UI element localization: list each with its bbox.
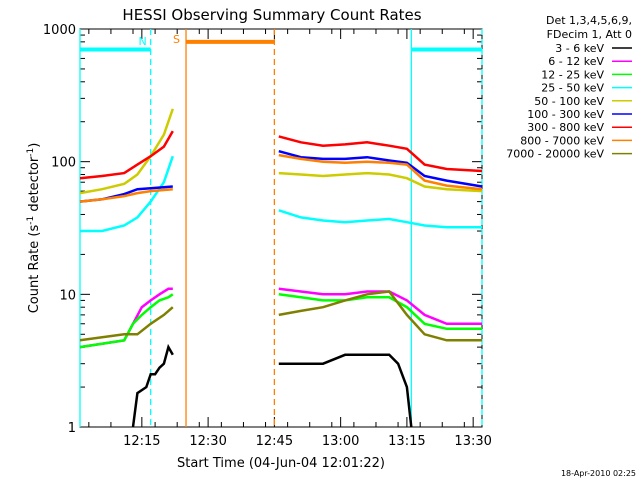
legend-label: 25 - 50 keV bbox=[541, 82, 604, 95]
legend-label: 6 - 12 keV bbox=[548, 55, 604, 68]
axis-labels: 1 10 100 1000 12:15 12:30 12:45 13:00 13:15 13:30 bbox=[43, 23, 492, 449]
legend-header: Det 1,3,4,5,6,9, bbox=[546, 14, 632, 27]
x-tick-label: 13:15 bbox=[388, 434, 425, 449]
series-line bbox=[278, 209, 482, 229]
y-tick-label: 10 bbox=[59, 288, 76, 303]
x-tick-label: 12:15 bbox=[123, 434, 160, 449]
y-tick-label: 1000 bbox=[43, 23, 76, 38]
series-line bbox=[278, 153, 483, 191]
series-line bbox=[278, 290, 482, 342]
series-line bbox=[278, 293, 482, 331]
y-tick-label: 1 bbox=[68, 421, 76, 436]
series-line bbox=[278, 171, 483, 193]
series-line bbox=[79, 293, 174, 349]
legend-label: 3 - 6 keV bbox=[555, 42, 604, 55]
series-line bbox=[278, 287, 482, 326]
series-line bbox=[80, 155, 174, 233]
legend-header: FDecim 1, Att 0 bbox=[547, 28, 632, 41]
y-tick-label: 100 bbox=[51, 156, 76, 171]
x-tick-label: 13:00 bbox=[322, 434, 359, 449]
flag-label: S bbox=[173, 33, 180, 46]
series-line bbox=[278, 353, 413, 428]
chart-title: HESSI Observing Summary Count Rates bbox=[122, 6, 421, 24]
x-tick-label: 13:30 bbox=[454, 434, 491, 449]
legend-label: 800 - 7000 keV bbox=[520, 134, 604, 147]
x-tick-label: 12:30 bbox=[189, 434, 226, 449]
legend: Det 1,3,4,5,6,9,FDecim 1, Att 03 - 6 keV… bbox=[506, 14, 632, 161]
flag-label: N bbox=[138, 35, 146, 48]
legend-label: 100 - 300 keV bbox=[527, 108, 604, 121]
series-line bbox=[79, 108, 174, 195]
series-line bbox=[79, 187, 173, 203]
series-line bbox=[278, 149, 483, 188]
y-axis-label: Count Rate (s-1 detector-1) bbox=[26, 143, 42, 314]
timestamp: 18-Apr-2010 02:25 bbox=[561, 469, 636, 478]
plot-area bbox=[79, 28, 483, 428]
legend-label: 300 - 800 keV bbox=[527, 121, 604, 134]
series-line bbox=[278, 135, 483, 173]
legend-label: 12 - 25 keV bbox=[541, 68, 604, 81]
x-axis-label: Start Time (04-Jun-04 12:01:22) bbox=[177, 456, 385, 471]
legend-label: 50 - 100 keV bbox=[534, 95, 604, 108]
series-line bbox=[79, 130, 174, 180]
legend-label: 7000 - 20000 keV bbox=[506, 148, 604, 161]
axis-ticks bbox=[80, 28, 482, 428]
x-tick-label: 12:45 bbox=[256, 434, 293, 449]
series-line bbox=[79, 306, 174, 342]
series-line bbox=[131, 343, 174, 428]
